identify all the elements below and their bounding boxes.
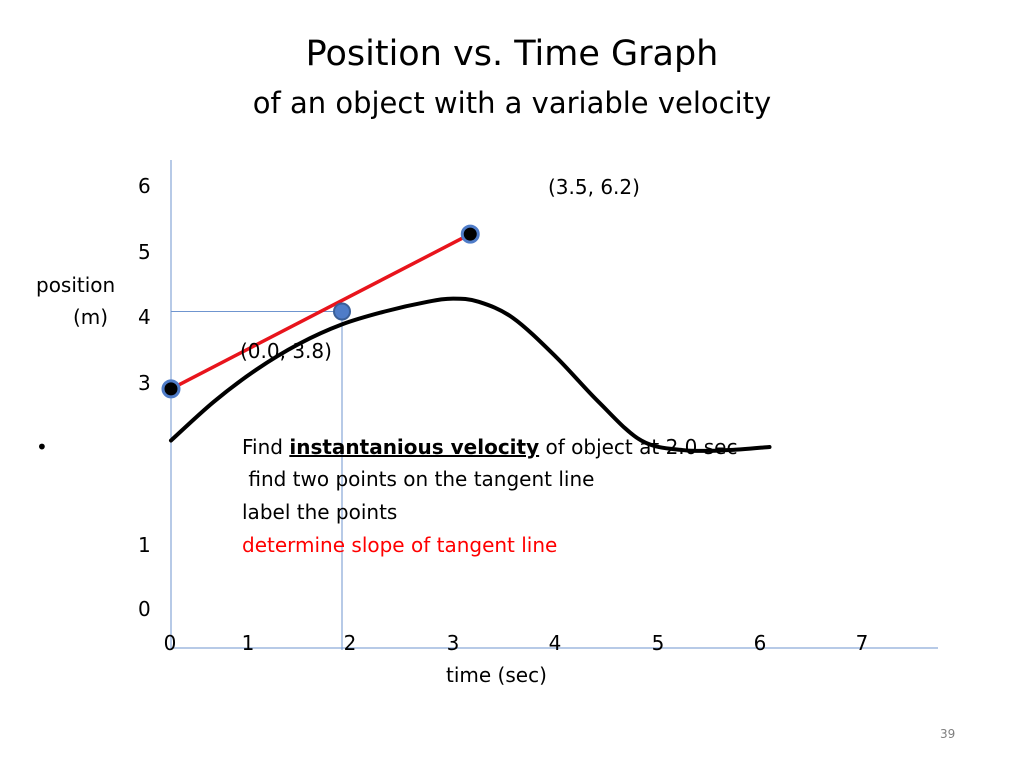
y-tick-label: 3 (138, 371, 151, 395)
y-tick-label: 0 (138, 597, 151, 621)
tangent-point-end (460, 224, 480, 244)
tangent-point-start (161, 379, 181, 399)
y-axis-title: position (36, 273, 116, 297)
y-tick-label: 6 (138, 174, 151, 198)
instruction-line-3: label the points (242, 500, 398, 524)
y-tick-label: 5 (138, 240, 151, 264)
position-curve (169, 296, 772, 454)
tangent-point-contact (333, 302, 351, 321)
bullet-marker: • (36, 435, 48, 459)
y-axis-title-unit: (m) (73, 305, 109, 329)
page-title: Position vs. Time Graph (305, 34, 719, 74)
x-tick-label: 7 (855, 631, 869, 655)
x-tick-label: 5 (651, 631, 665, 655)
x-tick-label: 1 (241, 631, 255, 655)
x-tick-label: 6 (753, 631, 767, 655)
instruction-emphasis: instantanious velocity (289, 435, 540, 459)
instruction-suffix: of object at 2.0 sec (539, 435, 738, 459)
instruction-line-1: Find instantanious velocity of object at… (242, 435, 737, 459)
tangent-line (170, 232, 472, 391)
page-number: 39 (940, 727, 956, 741)
x-tick-label: 3 (446, 631, 460, 655)
y-tick-label: 1 (138, 533, 151, 557)
instruction-prefix: Find (242, 435, 290, 459)
point-label-upper: (3.5, 6.2) (548, 175, 640, 199)
page-subtitle: of an object with a variable velocity (252, 86, 772, 120)
x-tick-label: 4 (548, 631, 562, 655)
y-tick-label: 4 (138, 305, 151, 329)
x-tick-label: 0 (163, 631, 177, 655)
point-label-lower: (0.0, 3.8) (240, 339, 332, 363)
x-axis-title: time (sec) (446, 663, 547, 687)
x-tick-label: 2 (343, 631, 357, 655)
instruction-line-4: determine slope of tangent line (242, 533, 558, 557)
instruction-line-2: find two points on the tangent line (242, 467, 595, 491)
